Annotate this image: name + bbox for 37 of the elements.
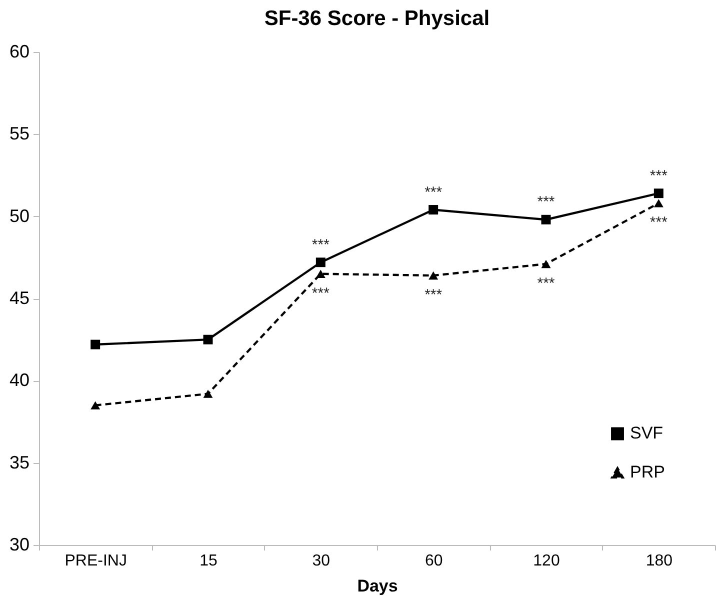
y-tick-label: 60 xyxy=(9,42,30,62)
x-tick-label: 120 xyxy=(533,552,560,570)
point xyxy=(541,214,551,224)
point xyxy=(203,334,213,344)
point xyxy=(428,271,438,280)
legend-label: PRP xyxy=(630,462,665,482)
point xyxy=(90,401,100,410)
point xyxy=(316,270,326,278)
point xyxy=(316,258,326,268)
point xyxy=(541,260,551,268)
x-tick-label: 30 xyxy=(312,552,330,570)
annotation: *** xyxy=(537,274,555,292)
y-tick-label: 40 xyxy=(9,370,30,390)
x-tick-label: PRE-INJ xyxy=(64,552,127,570)
point xyxy=(90,340,100,350)
x-tick-label: 180 xyxy=(646,552,673,570)
point xyxy=(203,390,213,398)
point xyxy=(428,205,438,215)
chart-title: SF-36 Score - Physical xyxy=(264,7,490,30)
annotation: *** xyxy=(312,284,330,302)
y-tick-label: 55 xyxy=(9,124,30,144)
point xyxy=(654,188,664,198)
annotation: *** xyxy=(424,286,442,304)
x-tick-label: 60 xyxy=(424,552,443,570)
annotation: *** xyxy=(312,236,330,254)
annotation: *** xyxy=(537,194,555,211)
point xyxy=(654,199,664,208)
annotation: *** xyxy=(424,184,442,201)
annotation: *** xyxy=(650,167,668,184)
annotation: *** xyxy=(650,214,668,232)
x-tick-label: 15 xyxy=(200,552,218,570)
y-tick-label: 45 xyxy=(9,288,30,308)
y-tick-label: 30 xyxy=(9,534,30,554)
y-tick-label: 50 xyxy=(9,206,30,226)
x-axis-title: Days xyxy=(357,576,398,596)
legend-label: SVF xyxy=(630,424,664,443)
y-tick-label: 35 xyxy=(9,452,30,472)
